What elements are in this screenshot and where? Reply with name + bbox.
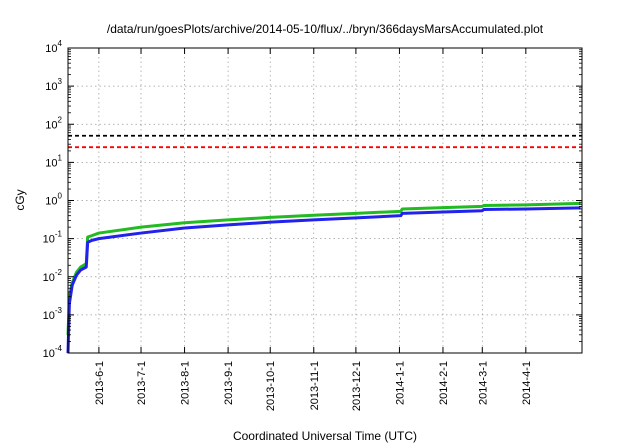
y-tick-label: 101: [45, 153, 62, 169]
y-axis-title: cGy: [13, 189, 27, 210]
x-tick-label: 2014-1-1: [394, 361, 406, 405]
y-tick-label: 102: [45, 115, 62, 131]
x-tick-label: 2014-3-1: [477, 361, 489, 405]
y-tick-label: 104: [45, 39, 62, 55]
y-tick-label: 10-1: [43, 230, 63, 246]
series-line-green: [66, 201, 581, 335]
x-tick-label: 2013-10-1: [265, 361, 277, 411]
y-tick-label: 10-4: [43, 344, 63, 360]
x-tick-label: 2013-6-1: [94, 361, 106, 405]
x-tick-label: 2013-8-1: [180, 361, 192, 405]
y-tick-label: 103: [45, 77, 62, 93]
y-tick-label: 100: [45, 192, 62, 208]
series-line-blue: [66, 206, 581, 354]
grid: [68, 48, 582, 353]
y-ticks: 10-4 10-3 10-2 10-1 100 101 102 103 104: [43, 39, 582, 360]
x-tick-label: 2013-7-1: [136, 361, 148, 405]
y-tick-label: 10-3: [43, 306, 63, 322]
x-axis-title: Coordinated Universal Time (UTC): [233, 429, 417, 443]
x-tick-label: 2014-4-1: [521, 361, 533, 405]
x-ticks: 2013-6-1 2013-7-1 2013-8-1 2013-9-1 2013-10-…: [94, 48, 533, 411]
y-tick-label: 10-2: [43, 268, 63, 284]
reference-lines: [68, 134, 582, 149]
x-tick-label: 2013-11-1: [309, 361, 321, 410]
series-lines: [66, 201, 581, 354]
x-tick-label: 2013-12-1: [351, 361, 363, 411]
x-tick-label: 2013-9-1: [223, 361, 235, 405]
x-tick-label: 2014-2-1: [438, 361, 450, 405]
chart-title: /data/run/goesPlots/archive/2014-05-10/f…: [107, 22, 544, 36]
